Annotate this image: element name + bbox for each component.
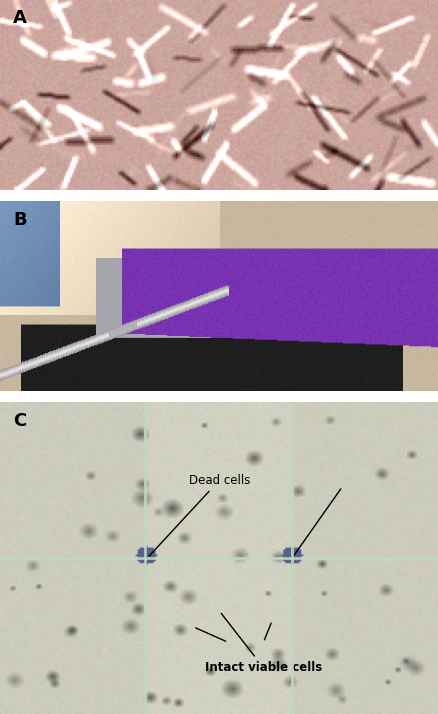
Text: B: B [13,211,27,228]
Text: Dead cells: Dead cells [148,473,250,556]
Text: Intact viable cells: Intact viable cells [204,613,321,674]
Text: A: A [13,9,27,27]
Text: C: C [13,412,26,430]
